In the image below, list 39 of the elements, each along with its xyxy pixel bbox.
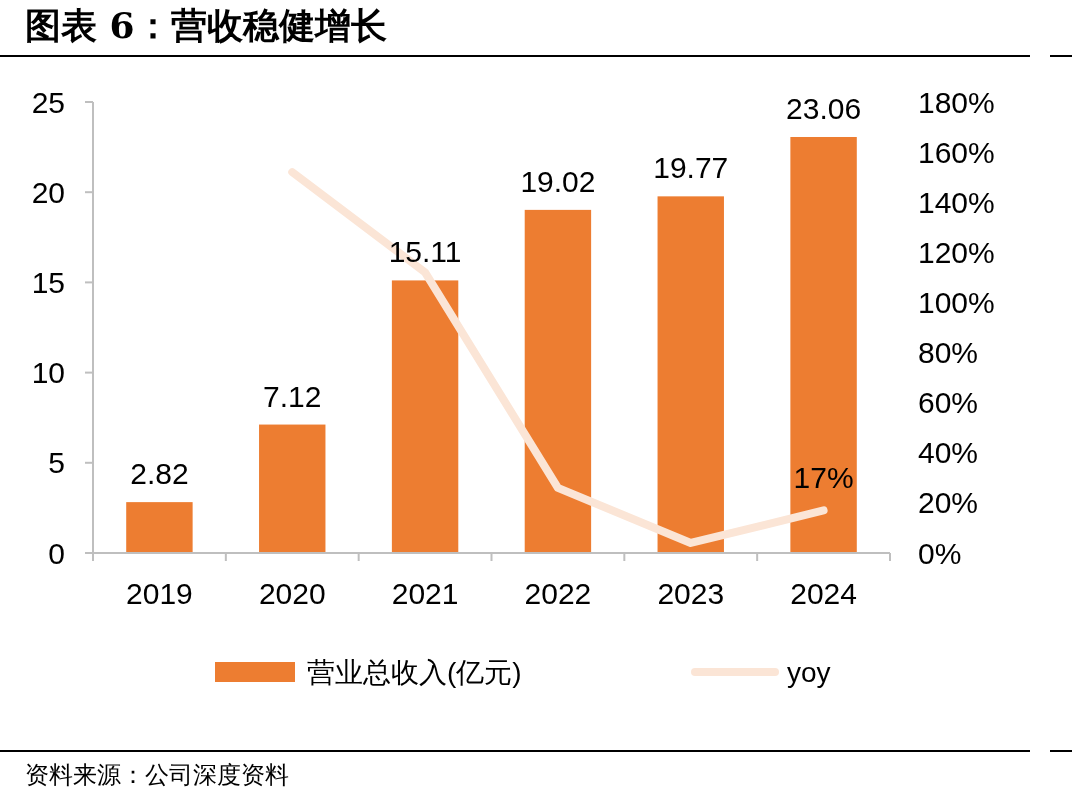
y2-tick-label: 120% xyxy=(918,235,995,269)
y2-tick-label: 140% xyxy=(918,185,995,219)
y2-tick-label: 0% xyxy=(918,536,962,570)
y2-tick-label: 160% xyxy=(918,135,995,169)
bar xyxy=(259,424,326,553)
y-tick-label: 5 xyxy=(48,446,65,480)
y-tick-label: 20 xyxy=(31,175,65,209)
y2-tick-label: 40% xyxy=(918,436,979,470)
x-tick-label: 2022 xyxy=(524,576,592,610)
y2-tick-label: 60% xyxy=(918,386,979,420)
data-label: 7.12 xyxy=(263,379,322,413)
bar xyxy=(524,209,592,553)
y2-tick-label: 80% xyxy=(918,336,979,370)
x-tick-label: 2021 xyxy=(391,576,459,610)
legend-label: yoy xyxy=(787,656,831,688)
bar xyxy=(391,280,459,553)
y2-tick-label: 100% xyxy=(918,285,995,319)
x-tick-label: 2023 xyxy=(657,576,725,610)
data-label: 19.77 xyxy=(653,151,729,185)
x-tick-label: 2020 xyxy=(258,576,326,610)
data-label: 23.06 xyxy=(786,92,862,125)
bar xyxy=(657,196,724,553)
legend-label: 营业总收入(亿元) xyxy=(307,656,522,688)
bar xyxy=(126,502,193,553)
bar xyxy=(790,137,857,553)
y-tick-label: 25 xyxy=(31,85,65,119)
data-label: 15.11 xyxy=(388,235,462,269)
data-label: 2.82 xyxy=(130,457,189,491)
y-tick-label: 15 xyxy=(31,265,65,299)
data-label: 19.02 xyxy=(520,164,596,198)
data-label: 17% xyxy=(793,461,854,495)
y2-tick-label: 20% xyxy=(918,486,979,520)
text: 资料来源：公司深度资料 xyxy=(25,761,289,789)
chart-title: 图表 6：营收稳健增长 xyxy=(25,4,387,46)
x-tick-label: 2024 xyxy=(790,576,857,610)
y-tick-label: 10 xyxy=(31,356,65,390)
y-tick-label: 0 xyxy=(48,536,65,570)
y2-tick-label: 180% xyxy=(918,85,995,119)
x-tick-label: 2019 xyxy=(126,576,193,610)
